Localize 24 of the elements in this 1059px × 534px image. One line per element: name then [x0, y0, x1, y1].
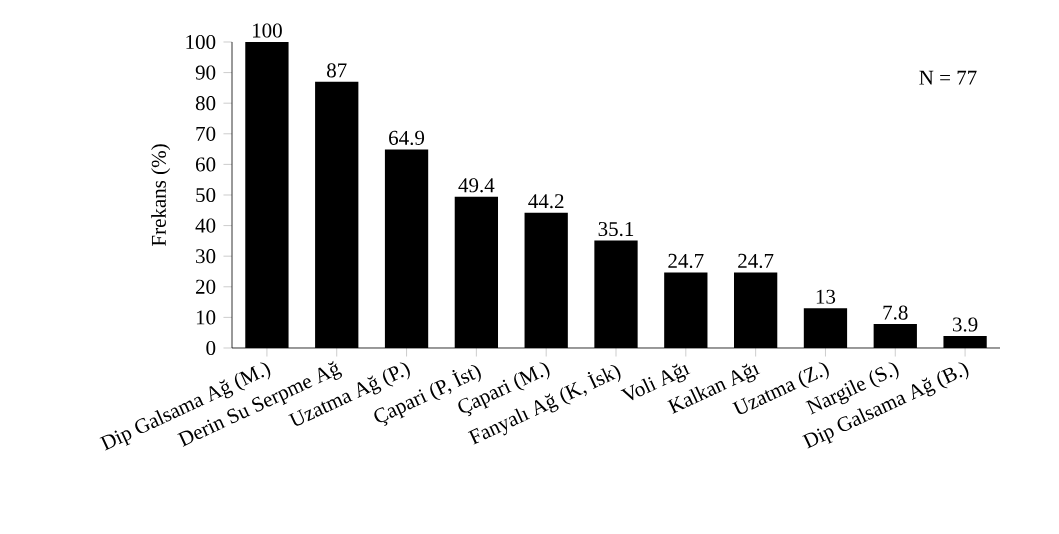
y-tick-label: 0	[206, 340, 216, 356]
data-label: 35.1	[598, 221, 634, 237]
y-tick-label: 70	[196, 126, 216, 141]
y-tick-label: 100	[186, 34, 216, 50]
y-tick-label: 50	[196, 187, 216, 203]
y-tick-label: 40	[195, 218, 216, 233]
y-tick-label: 80	[195, 96, 216, 111]
data-label: 49.4	[458, 178, 495, 193]
y-tick-label: 10	[196, 310, 216, 325]
data-label: 24.7	[738, 253, 774, 268]
y-tick-label: 90	[195, 65, 216, 80]
data-label: 64.9	[389, 130, 425, 145]
data-label: 13	[816, 289, 836, 304]
data-label: 87	[327, 63, 347, 78]
data-label: 100	[253, 23, 282, 38]
y-axis-title: Frekans (%)	[151, 144, 171, 246]
data-label: 7.8	[883, 305, 908, 320]
y-tick-label: 60	[195, 157, 216, 172]
annotation: N = 77	[919, 70, 977, 85]
data-label: 24.7	[668, 253, 704, 268]
y-tick-label: 30	[196, 249, 216, 264]
y-tick-label: 20	[195, 279, 216, 294]
data-label: 44.2	[528, 194, 564, 209]
data-label: 3.9	[952, 317, 978, 332]
